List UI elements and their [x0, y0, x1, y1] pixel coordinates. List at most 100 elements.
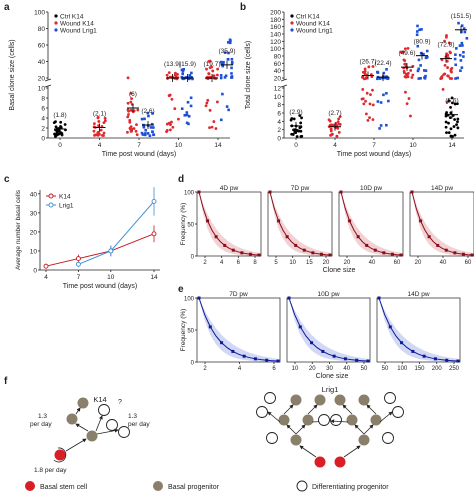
- panel-d-subplot-title: 10D pw: [360, 185, 382, 192]
- panel-f-k14-title: K14: [93, 395, 106, 404]
- panel-b-point: [376, 70, 379, 74]
- panel-b-point: [300, 134, 304, 138]
- panel-b-point: [447, 99, 451, 103]
- panel-e-data-point: [265, 358, 269, 362]
- panel-b-point: [294, 128, 298, 132]
- panel-f-k14-progenitor: [86, 430, 98, 442]
- panel-f-lrig1-progenitor: [278, 414, 290, 426]
- panel-b-point: [382, 93, 385, 97]
- panel-e-data-point: [366, 359, 370, 363]
- panel-b-point: [465, 36, 469, 40]
- panel-e-x-tick-label: 2: [203, 366, 207, 372]
- panel-e-data-point: [310, 341, 314, 345]
- panel-b-point: [443, 39, 446, 43]
- panel-f-arrow: [330, 419, 349, 424]
- panel-f-k14-diff-cell: [98, 404, 110, 416]
- panel-e-subplot-frame: [376, 297, 461, 363]
- panel-a-point: [144, 132, 147, 135]
- panel-a-point: [206, 98, 210, 102]
- panel-f-rate-1-8: 1.8 per day: [34, 467, 67, 474]
- panel-b-point: [402, 58, 406, 62]
- panel-a-point: [208, 108, 212, 112]
- panel-f-lrig1-diff-cell: [264, 392, 276, 404]
- panel-b-point: [338, 115, 342, 119]
- panel-b-point: [360, 97, 364, 101]
- panel-a-point: [130, 97, 133, 101]
- panel-b-point: [416, 44, 420, 48]
- panel-a-point: [219, 60, 223, 64]
- panel-b-point: [376, 100, 380, 103]
- panel-b-point: [443, 63, 447, 67]
- panel-d-data-point: [356, 235, 360, 239]
- panel-b-point: [290, 132, 294, 136]
- panel-a-y-tick-label: 4: [41, 116, 45, 123]
- panel-b-point: [416, 69, 420, 73]
- panel-b-y-tick-label: 100: [270, 46, 281, 53]
- panel-a-x-tick-label: 14: [214, 142, 222, 149]
- panel-b-point: [369, 93, 372, 97]
- panel-b-point: [450, 96, 454, 100]
- panel-b-point: [365, 112, 368, 116]
- panel-a-point: [144, 128, 148, 132]
- panel-a-point: [204, 104, 208, 108]
- panel-a-point: [184, 76, 188, 79]
- panel-a-mean-label: (2.1): [93, 111, 106, 118]
- panel-a-point: [143, 133, 147, 137]
- panel-d-x-tick-label: 5: [274, 260, 278, 266]
- panel-b-point: [449, 127, 453, 131]
- panel-d-x-tick-label: 15: [306, 260, 313, 266]
- panel-a-point: [219, 118, 223, 122]
- panel-b-y-axis-title: Total clone size (cells): [245, 41, 252, 109]
- panel-a-point: [228, 41, 232, 45]
- panel-b-y-tick-label: 20: [274, 76, 282, 83]
- panel-e-x-tick-label: 150: [414, 366, 425, 372]
- panel-f-k14-self-renew-loop: [53, 447, 67, 463]
- panel-e-data-point: [355, 358, 359, 362]
- panel-e-confidence-band: [199, 298, 278, 362]
- legend-stem-marker: [25, 481, 35, 491]
- panel-d-confidence-band: [341, 192, 401, 256]
- panel-a-point: [146, 111, 150, 115]
- panel-b-point: [444, 35, 448, 39]
- panel-a-point: [152, 126, 155, 129]
- panel-d-data-point: [373, 248, 377, 252]
- panel-a-point: [227, 108, 230, 112]
- legend-stem-label: Basal stem cell: [40, 484, 88, 491]
- panel-d-data-point: [277, 219, 281, 223]
- panel-b-point: [424, 74, 427, 78]
- panel-e-x-tick-label: 20: [309, 366, 316, 372]
- panel-b-point: [295, 135, 299, 138]
- panel-b-point: [444, 125, 448, 129]
- panel-a-point: [140, 131, 144, 135]
- panel-a-point: [165, 122, 169, 126]
- panel-b-point: [454, 77, 457, 80]
- legend-progenitor-marker: [153, 481, 163, 491]
- panel-a-point: [181, 69, 185, 73]
- panel-a-point: [182, 67, 186, 71]
- panel-a-point: [210, 65, 214, 69]
- legend-progenitor-label: Basal progenitor: [168, 484, 220, 491]
- panel-e-data-point: [400, 341, 404, 345]
- panel-a-point: [188, 74, 192, 77]
- panel-f-arrow: [75, 407, 81, 415]
- panel-a-point: [151, 112, 154, 115]
- panel-b-point: [417, 67, 420, 71]
- panel-a-y-axis-title: Basal clone size (cells): [9, 39, 16, 110]
- panel-f-lrig1-diff-cell: [330, 414, 342, 426]
- panel-b-y-tick-label: 6: [277, 111, 281, 118]
- panel-b-axis-break-mark: [280, 78, 288, 82]
- panel-b-point: [455, 47, 458, 50]
- panel-f-lrig1-progenitor: [290, 394, 302, 406]
- panel-d-data-point: [436, 243, 440, 247]
- panel-b-x-tick-label: 4: [333, 142, 337, 149]
- panel-a-point: [135, 123, 138, 127]
- panel-b-mean-label: (26.7): [360, 59, 377, 66]
- panel-b-y-tick-label: 2: [277, 127, 281, 134]
- panel-b-y-tick-label: 60: [274, 61, 282, 68]
- panel-b-point: [424, 69, 428, 72]
- panel-f-arrow: [342, 404, 353, 415]
- panel-d-y-axis-title: Frequency (%): [180, 203, 187, 246]
- panel-b-point: [419, 64, 422, 67]
- panel-d-data-point: [257, 253, 261, 257]
- panel-b-point: [387, 99, 390, 103]
